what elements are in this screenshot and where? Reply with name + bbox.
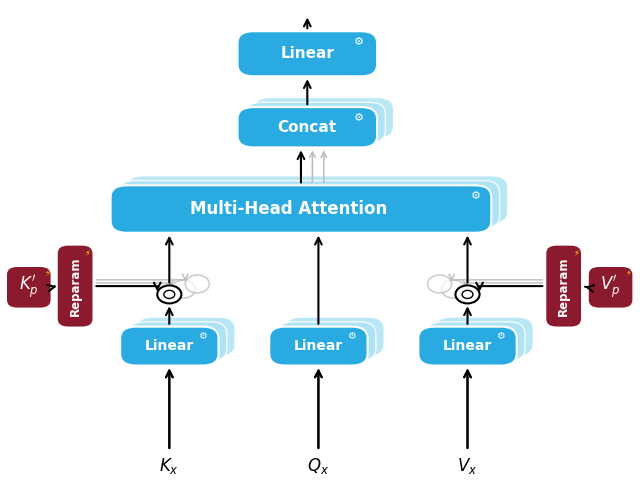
Text: Linear: Linear: [294, 339, 343, 353]
FancyBboxPatch shape: [129, 322, 227, 361]
Circle shape: [456, 285, 479, 303]
Text: Linear: Linear: [443, 339, 492, 353]
FancyBboxPatch shape: [57, 244, 93, 327]
FancyBboxPatch shape: [254, 98, 394, 138]
Text: Reparam: Reparam: [68, 256, 82, 316]
Text: Multi-Head Attention: Multi-Head Attention: [189, 200, 387, 218]
Text: $K_x$: $K_x$: [159, 455, 179, 476]
FancyBboxPatch shape: [137, 317, 235, 356]
FancyBboxPatch shape: [588, 266, 634, 309]
Text: ⚙: ⚙: [198, 331, 207, 341]
FancyBboxPatch shape: [545, 244, 582, 327]
Circle shape: [172, 280, 195, 298]
FancyBboxPatch shape: [246, 102, 385, 142]
Text: $Q_x$: $Q_x$: [307, 455, 330, 476]
Text: Concat: Concat: [278, 120, 337, 135]
Text: ⚡: ⚡: [84, 248, 90, 257]
Text: Linear: Linear: [280, 46, 334, 61]
FancyBboxPatch shape: [119, 181, 500, 228]
Text: ⚙: ⚙: [355, 37, 364, 47]
Text: Linear: Linear: [145, 339, 194, 353]
Circle shape: [157, 285, 181, 303]
FancyBboxPatch shape: [237, 31, 377, 76]
FancyBboxPatch shape: [127, 176, 508, 223]
FancyBboxPatch shape: [419, 327, 516, 366]
Text: ⚡: ⚡: [626, 269, 632, 277]
Text: Reparam: Reparam: [557, 256, 570, 316]
Text: ⚡: ⚡: [44, 269, 50, 277]
FancyBboxPatch shape: [435, 317, 533, 356]
Text: $V_p'$: $V_p'$: [600, 274, 621, 301]
FancyBboxPatch shape: [278, 322, 376, 361]
Circle shape: [442, 280, 466, 298]
FancyBboxPatch shape: [285, 317, 384, 356]
Text: ⚙: ⚙: [348, 331, 356, 341]
FancyBboxPatch shape: [427, 322, 525, 361]
Text: ⚙: ⚙: [470, 191, 481, 201]
Circle shape: [428, 275, 452, 293]
FancyBboxPatch shape: [237, 107, 377, 147]
FancyBboxPatch shape: [269, 327, 367, 366]
Text: ⚙: ⚙: [355, 113, 364, 123]
FancyBboxPatch shape: [120, 327, 218, 366]
FancyBboxPatch shape: [111, 185, 492, 233]
Text: ⚙: ⚙: [497, 331, 505, 341]
FancyBboxPatch shape: [6, 266, 52, 309]
Text: ⚡: ⚡: [573, 248, 579, 257]
Text: $V_x$: $V_x$: [458, 455, 477, 476]
Text: $K_p'$: $K_p'$: [19, 274, 38, 301]
Circle shape: [185, 275, 209, 293]
